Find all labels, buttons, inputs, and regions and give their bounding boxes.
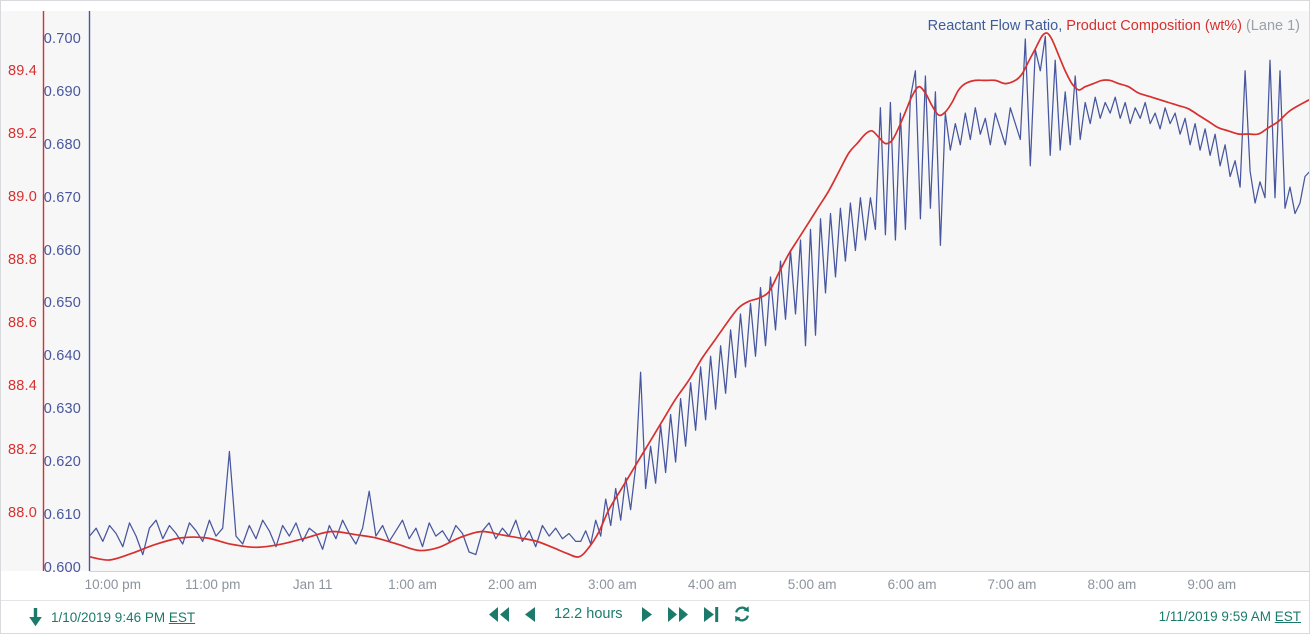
trace-reactant-flow-ratio[interactable] <box>89 35 1310 556</box>
start-time-group: 1/10/2019 9:46 PM EST <box>28 608 195 627</box>
y-tick-label-flow: 0.660 <box>43 242 81 259</box>
y-tick-label-composition: 88.2 <box>7 441 37 458</box>
step-forward-button[interactable] <box>641 606 653 623</box>
x-tick-label: 1:00 am <box>388 577 437 592</box>
chart-legend: Reactant Flow Ratio, Product Composition… <box>928 18 1300 34</box>
x-tick-label: 5:00 am <box>787 577 837 592</box>
x-tick-label: 7:00 am <box>987 577 1037 592</box>
x-tick-label: 9:00 am <box>1187 577 1237 592</box>
legend-separator: , <box>1058 18 1067 34</box>
y-tick-label-flow: 0.620 <box>43 454 81 471</box>
start-timezone-link[interactable]: EST <box>168 610 196 625</box>
x-tick-label: Jan 11 <box>292 577 333 592</box>
y-tick-label-composition: 89.4 <box>7 62 37 79</box>
x-tick-label: 2:00 am <box>488 577 537 592</box>
chart-plot-area[interactable] <box>1 1 1310 603</box>
fast-forward-button[interactable] <box>667 606 689 623</box>
skip-back-button[interactable] <box>488 606 510 623</box>
y-tick-label-flow: 0.670 <box>43 189 81 206</box>
y-tick-label-flow: 0.610 <box>43 506 81 523</box>
legend-lane-label: (Lane 1) <box>1241 18 1300 34</box>
x-tick-label: 6:00 am <box>887 577 937 592</box>
trend-cursor-down-icon <box>28 608 43 627</box>
skip-to-end-button[interactable] <box>703 606 719 623</box>
refresh-icon[interactable] <box>733 605 751 623</box>
y-tick-label-flow: 0.630 <box>43 401 81 418</box>
end-timestamp[interactable]: 1/11/2019 9:59 AM EST <box>1158 609 1301 624</box>
x-tick-label: 10:00 pm <box>84 577 141 592</box>
x-tick-label: 3:00 am <box>587 577 637 592</box>
playback-controls: 12.2 hours <box>488 605 751 623</box>
y-tick-label-flow: 0.690 <box>43 83 81 100</box>
x-tick-label: 8:00 am <box>1087 577 1137 592</box>
y-tick-label-composition: 88.8 <box>7 252 37 269</box>
x-tick-label: 11:00 pm <box>185 577 241 592</box>
y-tick-label-flow: 0.700 <box>43 31 81 48</box>
legend-series-flow[interactable]: Reactant Flow Ratio <box>927 18 1059 34</box>
y-tick-label-flow: 0.680 <box>43 136 81 153</box>
trace-product-composition[interactable] <box>89 32 1310 561</box>
time-navigation-toolbar: 1/10/2019 9:46 PM EST 12.2 hours <box>1 600 1309 633</box>
y-tick-label-composition: 89.2 <box>7 126 37 143</box>
end-time-group: 1/11/2019 9:59 AM EST <box>1159 608 1301 626</box>
y-tick-label-flow: 0.600 <box>43 559 81 576</box>
step-back-button[interactable] <box>524 606 536 623</box>
y-tick-label-flow: 0.650 <box>43 295 81 312</box>
y-tick-label-composition: 88.0 <box>7 504 37 521</box>
y-tick-label-flow: 0.640 <box>43 348 81 365</box>
end-timezone-link[interactable]: EST <box>1274 609 1301 624</box>
start-timestamp[interactable]: 1/10/2019 9:46 PM EST <box>51 610 196 625</box>
legend-series-composition[interactable]: Product Composition (wt%) <box>1066 18 1242 34</box>
y-tick-label-composition: 88.6 <box>7 315 37 332</box>
x-tick-label: 4:00 am <box>687 577 737 592</box>
time-range-duration[interactable]: 12.2 hours <box>554 606 623 622</box>
y-tick-label-composition: 88.4 <box>7 378 37 395</box>
y-tick-label-composition: 89.0 <box>7 189 37 206</box>
